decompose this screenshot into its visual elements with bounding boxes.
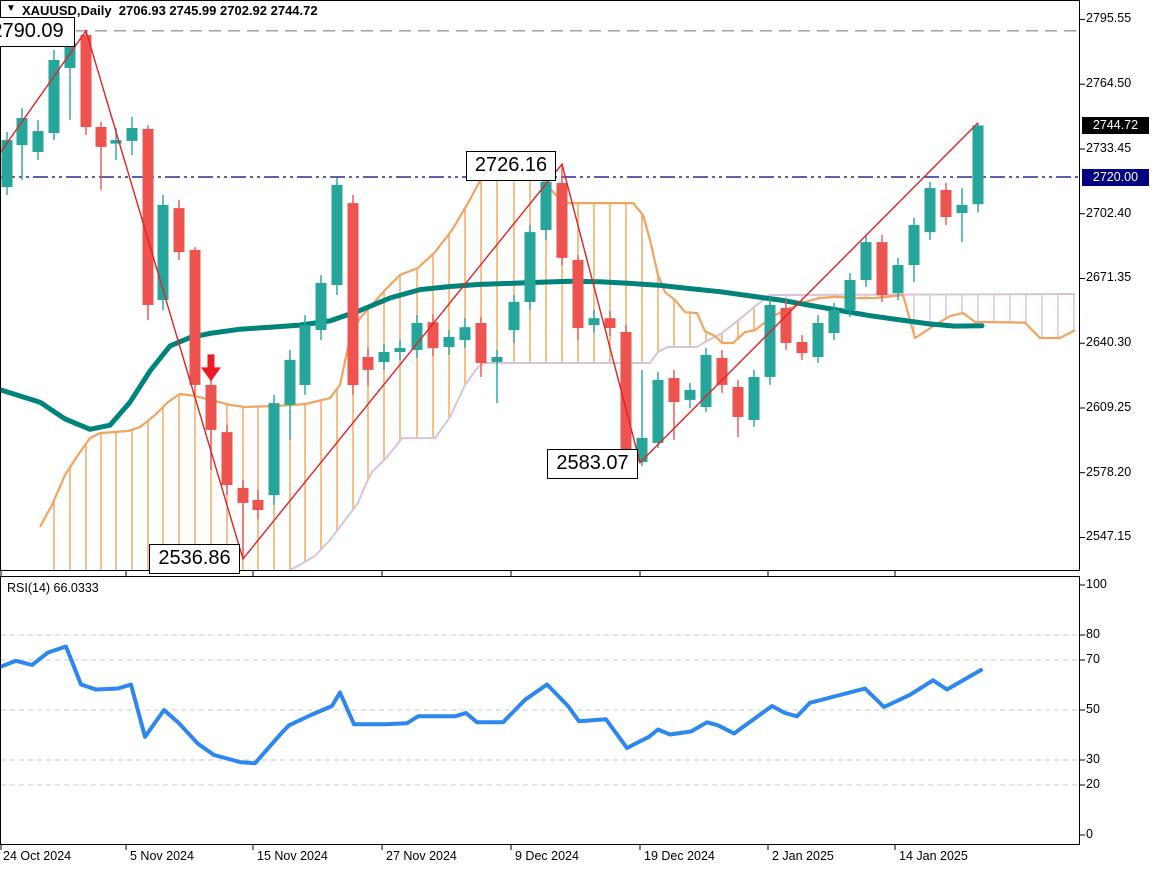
rsi-axis-label: 0	[1086, 827, 1093, 841]
price-axis-label: 2547.15	[1086, 529, 1132, 543]
price-axis-label: 2578.20	[1086, 465, 1132, 479]
date-axis-label: 14 Jan 2025	[899, 849, 968, 863]
price-axis-label: 2609.25	[1086, 400, 1132, 414]
date-axis-label: 15 Nov 2024	[257, 849, 328, 863]
price-annotation: 2583.07	[547, 449, 638, 479]
date-axis-label: 2 Jan 2025	[772, 849, 834, 863]
rsi-axis-label: 20	[1086, 777, 1100, 791]
rsi-axis-label: 70	[1086, 652, 1100, 666]
date-axis-label: 19 Dec 2024	[644, 849, 715, 863]
date-axis-label: 24 Oct 2024	[3, 849, 72, 863]
price-axis-label: 2795.55	[1086, 11, 1132, 25]
price-axis-label: 2640.30	[1086, 335, 1132, 349]
rsi-axis-label: 80	[1086, 627, 1100, 641]
price-annotation: 2536.86	[149, 544, 240, 574]
date-axis-label: 27 Nov 2024	[386, 849, 457, 863]
price-tag: 2744.72	[1082, 117, 1149, 134]
price-annotation: 2726.16	[466, 151, 556, 181]
price-axis-label: 2764.50	[1086, 76, 1132, 90]
date-axis-label: 9 Dec 2024	[515, 849, 579, 863]
rsi-axis-label: 50	[1086, 702, 1100, 716]
rsi-axis-label: 100	[1086, 577, 1107, 591]
date-axis-label: 5 Nov 2024	[130, 849, 194, 863]
rsi-axis-label: 30	[1086, 752, 1100, 766]
price-axis-label: 2702.40	[1086, 206, 1132, 220]
symbol-dropdown-icon[interactable]: ▼	[6, 3, 16, 14]
chart-title-ohlc: XAUUSD,Daily 2706.93 2745.99 2702.92 274…	[22, 3, 318, 18]
rsi-indicator-label: RSI(14) 66.0333	[7, 581, 99, 595]
price-axis-label: 2733.45	[1086, 141, 1132, 155]
price-axis-label: 2671.35	[1086, 270, 1132, 284]
price-tag: 2720.00	[1082, 169, 1149, 186]
price-annotation: 2790.09	[0, 17, 75, 47]
